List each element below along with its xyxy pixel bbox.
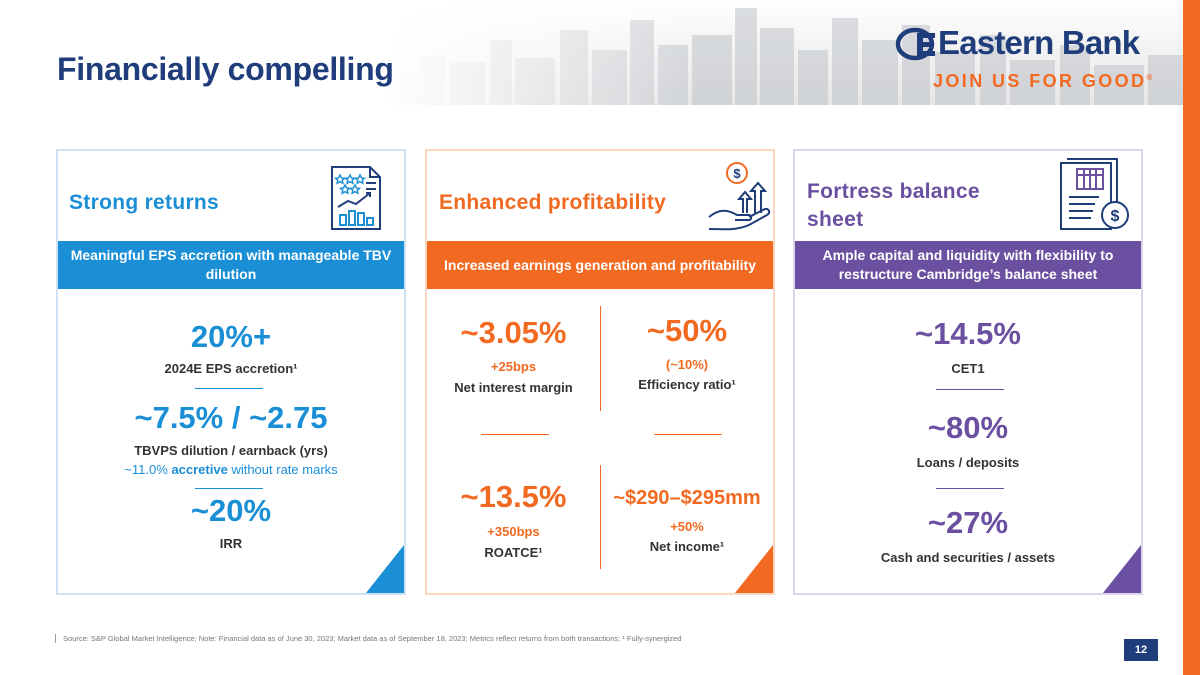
header-band xyxy=(0,0,1200,105)
tbvps-dilution-value: ~7.5% / ~2.75 xyxy=(134,400,328,435)
metric-eps-accretion: 20%+ 2024E EPS accretion¹ xyxy=(58,321,404,376)
metric-tbvps-dilution: ~7.5% / ~2.75 TBVPS dilution / earnback … xyxy=(58,402,404,477)
rate-marks-note: ~11.0% accretive without rate marks xyxy=(124,462,338,477)
corner-accent xyxy=(1103,545,1141,593)
divider xyxy=(654,434,722,435)
logo-text: Eastern Bank xyxy=(938,24,1140,61)
corner-accent xyxy=(366,545,404,593)
divider xyxy=(195,488,263,489)
balance-sheet-document-icon: $ xyxy=(1060,158,1129,230)
band-fortress: Ample capital and liquidity with flexibi… xyxy=(795,241,1141,289)
cash-securities-label: Cash and securities / assets xyxy=(880,550,1056,565)
roatce-value: ~13.5% xyxy=(460,479,567,514)
card-fortress-balance-sheet: Fortress balance sheet $ Ample capital a… xyxy=(793,149,1143,595)
cet1-label: CET1 xyxy=(951,361,985,376)
right-accent-strip xyxy=(1183,0,1200,675)
eps-accretion-label: 2024E EPS accretion¹ xyxy=(164,361,298,376)
roatce-change: +350bps xyxy=(487,524,540,539)
cet1-value: ~14.5% xyxy=(914,316,1021,351)
eastern-bank-logo: Eastern Bank JOIN US FOR GOOD® xyxy=(895,24,1165,94)
band-strong-returns: Meaningful EPS accretion with manageable… xyxy=(58,241,404,289)
irr-label: IRR xyxy=(219,536,243,551)
metric-net-interest-margin: ~3.05% +25bps Net interest margin xyxy=(427,317,600,395)
efficiency-change: (~10%) xyxy=(665,357,709,372)
divider xyxy=(481,434,549,435)
irr-value: ~20% xyxy=(190,493,272,528)
band-enhanced-profitability: Increased earnings generation and profit… xyxy=(427,241,773,289)
page-title: Financially compelling xyxy=(57,51,394,87)
roatce-label: ROATCE¹ xyxy=(484,545,543,560)
tbvps-dilution-label: TBVPS dilution / earnback (yrs) xyxy=(134,443,328,458)
page-number: 12 xyxy=(1124,639,1158,661)
card-enhanced-profitability: Enhanced profitability $ Increased earni… xyxy=(425,149,775,595)
header-fade xyxy=(0,0,700,105)
nim-change: +25bps xyxy=(490,359,537,374)
nim-value: ~3.05% xyxy=(460,315,567,350)
vertical-divider xyxy=(600,306,601,411)
nim-label: Net interest margin xyxy=(454,380,573,395)
net-income-label: Net income¹ xyxy=(649,539,725,554)
vertical-divider xyxy=(600,465,601,569)
card-title-fortress: Fortress balance sheet xyxy=(807,180,980,231)
loans-deposits-value: ~80% xyxy=(927,410,1009,445)
svg-text:$: $ xyxy=(733,166,741,181)
efficiency-value: ~50% xyxy=(646,313,728,348)
card-strong-returns: Strong returns Meaningful EPS accretion … xyxy=(56,149,406,595)
net-income-change: +50% xyxy=(670,519,704,534)
metric-irr: ~20% IRR xyxy=(58,495,404,551)
corner-accent xyxy=(735,545,773,593)
card-title-enhanced-profitability: Enhanced profitability xyxy=(439,191,667,214)
eps-accretion-value: 20%+ xyxy=(190,319,272,354)
metric-efficiency-ratio: ~50% (~10%) Efficiency ratio¹ xyxy=(601,315,773,392)
svg-text:$: $ xyxy=(1111,208,1120,225)
net-income-value: ~$290–$295mm xyxy=(613,487,761,509)
logo-tagline: JOIN US FOR GOOD® xyxy=(933,71,1153,91)
divider xyxy=(936,389,1004,390)
metric-cash-securities: ~27% Cash and securities / assets xyxy=(795,507,1141,565)
report-stars-chart-icon xyxy=(331,166,381,230)
metric-loans-deposits: ~80% Loans / deposits xyxy=(795,412,1141,470)
metric-net-income: ~$290–$295mm +50% Net income¹ xyxy=(601,488,773,554)
metric-roatce: ~13.5% +350bps ROATCE¹ xyxy=(427,481,600,560)
loans-deposits-label: Loans / deposits xyxy=(916,455,1020,470)
source-footnote: Source: S&P Global Market Intelligence; … xyxy=(55,634,682,643)
card-title-strong-returns: Strong returns xyxy=(69,191,220,214)
divider xyxy=(936,488,1004,489)
efficiency-label: Efficiency ratio¹ xyxy=(638,377,736,392)
hand-money-growth-icon: $ xyxy=(708,162,771,231)
divider xyxy=(195,388,263,389)
eastern-bank-logo-mark-icon xyxy=(895,27,935,61)
cash-securities-value: ~27% xyxy=(927,505,1009,540)
metric-cet1: ~14.5% CET1 xyxy=(795,318,1141,376)
